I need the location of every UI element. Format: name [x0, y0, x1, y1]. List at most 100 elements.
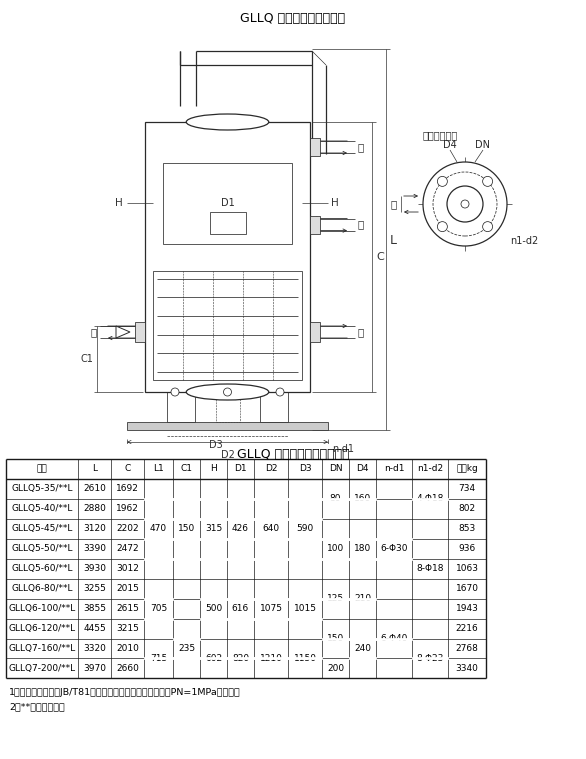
Text: GLLQ7-200/**L: GLLQ7-200/**L: [8, 664, 76, 673]
Text: C1: C1: [180, 465, 192, 474]
Bar: [310, 216, 320, 234]
Text: 936: 936: [458, 544, 476, 553]
Text: 8-Φ18: 8-Φ18: [416, 564, 444, 573]
Text: 150: 150: [327, 634, 344, 643]
Text: GLLQ5-40/**L: GLLQ5-40/**L: [11, 504, 73, 513]
Circle shape: [483, 222, 493, 231]
Text: D4: D4: [356, 465, 369, 474]
Circle shape: [276, 388, 284, 396]
Text: L: L: [92, 465, 97, 474]
Text: DN: DN: [329, 465, 342, 474]
Text: 2615: 2615: [116, 604, 139, 613]
Text: L1: L1: [153, 465, 164, 474]
Text: C: C: [124, 465, 131, 474]
Circle shape: [437, 222, 447, 231]
Text: 150: 150: [178, 524, 195, 534]
Text: GLLQ6-80/**L: GLLQ6-80/**L: [11, 584, 73, 593]
Text: 734: 734: [458, 484, 476, 493]
Text: 3855: 3855: [83, 604, 106, 613]
Circle shape: [437, 176, 447, 187]
Text: 705: 705: [150, 604, 167, 613]
Text: 油: 油: [358, 142, 364, 152]
Text: DN: DN: [475, 140, 490, 150]
Text: H: H: [331, 198, 339, 208]
Text: GLLQ7-160/**L: GLLQ7-160/**L: [8, 644, 76, 653]
Ellipse shape: [186, 114, 269, 130]
Text: 235: 235: [178, 644, 195, 653]
Text: D4: D4: [443, 140, 457, 150]
Bar: [260, 392, 288, 422]
Text: 4-Φ18: 4-Φ18: [416, 494, 444, 503]
Text: 4455: 4455: [83, 624, 106, 633]
Bar: [127, 422, 328, 430]
Text: 1943: 1943: [455, 604, 479, 613]
Text: 1063: 1063: [455, 564, 479, 573]
Text: GLLQ5-35/**L: GLLQ5-35/**L: [11, 484, 73, 493]
Text: 2472: 2472: [116, 544, 139, 553]
Text: H: H: [115, 198, 123, 208]
Text: H: H: [210, 465, 217, 474]
Text: 3255: 3255: [83, 584, 106, 593]
Text: n1-d2: n1-d2: [417, 465, 443, 474]
Text: 315: 315: [205, 524, 222, 534]
Text: 426: 426: [232, 524, 249, 534]
Text: 500: 500: [205, 604, 222, 613]
Text: 200: 200: [327, 664, 344, 673]
Text: 2202: 2202: [116, 524, 139, 534]
Text: 470: 470: [150, 524, 167, 534]
Text: 3012: 3012: [116, 564, 139, 573]
Bar: [210, 212, 246, 234]
Text: 2216: 2216: [456, 624, 478, 633]
Text: 油: 油: [358, 219, 364, 230]
Text: 1210: 1210: [260, 654, 282, 663]
Text: 853: 853: [458, 524, 476, 534]
Text: 2880: 2880: [83, 504, 106, 513]
Ellipse shape: [186, 384, 269, 400]
Text: n-d1: n-d1: [332, 444, 354, 454]
Text: 8-Φ23: 8-Φ23: [416, 654, 444, 663]
Circle shape: [483, 176, 493, 187]
Text: 连接法兰尺寸: 连接法兰尺寸: [423, 130, 458, 140]
Text: 油: 油: [391, 199, 397, 209]
Bar: [163, 162, 292, 244]
Text: D3: D3: [299, 465, 311, 474]
Text: 802: 802: [458, 504, 476, 513]
Text: 1962: 1962: [116, 504, 139, 513]
Text: 590: 590: [297, 524, 314, 534]
Circle shape: [423, 162, 507, 246]
Text: 重量kg: 重量kg: [456, 465, 478, 474]
Text: 2015: 2015: [116, 584, 139, 593]
Text: 1150: 1150: [294, 654, 316, 663]
Text: 3320: 3320: [83, 644, 106, 653]
Text: 3340: 3340: [455, 664, 479, 673]
Text: D1: D1: [234, 465, 247, 474]
Text: 715: 715: [150, 654, 167, 663]
Text: D3: D3: [209, 440, 222, 450]
Bar: [153, 270, 302, 380]
Text: GLLQ5-60/**L: GLLQ5-60/**L: [11, 564, 73, 573]
Text: 100: 100: [327, 544, 344, 553]
Circle shape: [223, 388, 231, 396]
Text: 1075: 1075: [260, 604, 282, 613]
Text: 160: 160: [354, 494, 371, 503]
Text: 3930: 3930: [83, 564, 106, 573]
Text: 2768: 2768: [455, 644, 479, 653]
Text: 80: 80: [330, 494, 341, 503]
Text: GLLQ 型立式冷却器外形图: GLLQ 型立式冷却器外形图: [240, 12, 346, 25]
Text: n-d1: n-d1: [384, 465, 404, 474]
Text: 2、**标注见前表。: 2、**标注见前表。: [9, 702, 64, 711]
Text: 3215: 3215: [116, 624, 139, 633]
Text: 6-Φ40: 6-Φ40: [380, 634, 408, 643]
Bar: [216, 392, 240, 422]
Text: 820: 820: [232, 654, 249, 663]
Text: 616: 616: [232, 604, 249, 613]
Text: 3970: 3970: [83, 664, 106, 673]
Text: 180: 180: [354, 544, 371, 553]
Text: 2610: 2610: [83, 484, 106, 493]
Text: C: C: [376, 252, 384, 262]
Text: 水: 水: [91, 327, 97, 337]
Text: C1: C1: [80, 354, 93, 364]
Text: 3120: 3120: [83, 524, 106, 534]
Text: 3390: 3390: [83, 544, 106, 553]
Polygon shape: [116, 326, 130, 338]
